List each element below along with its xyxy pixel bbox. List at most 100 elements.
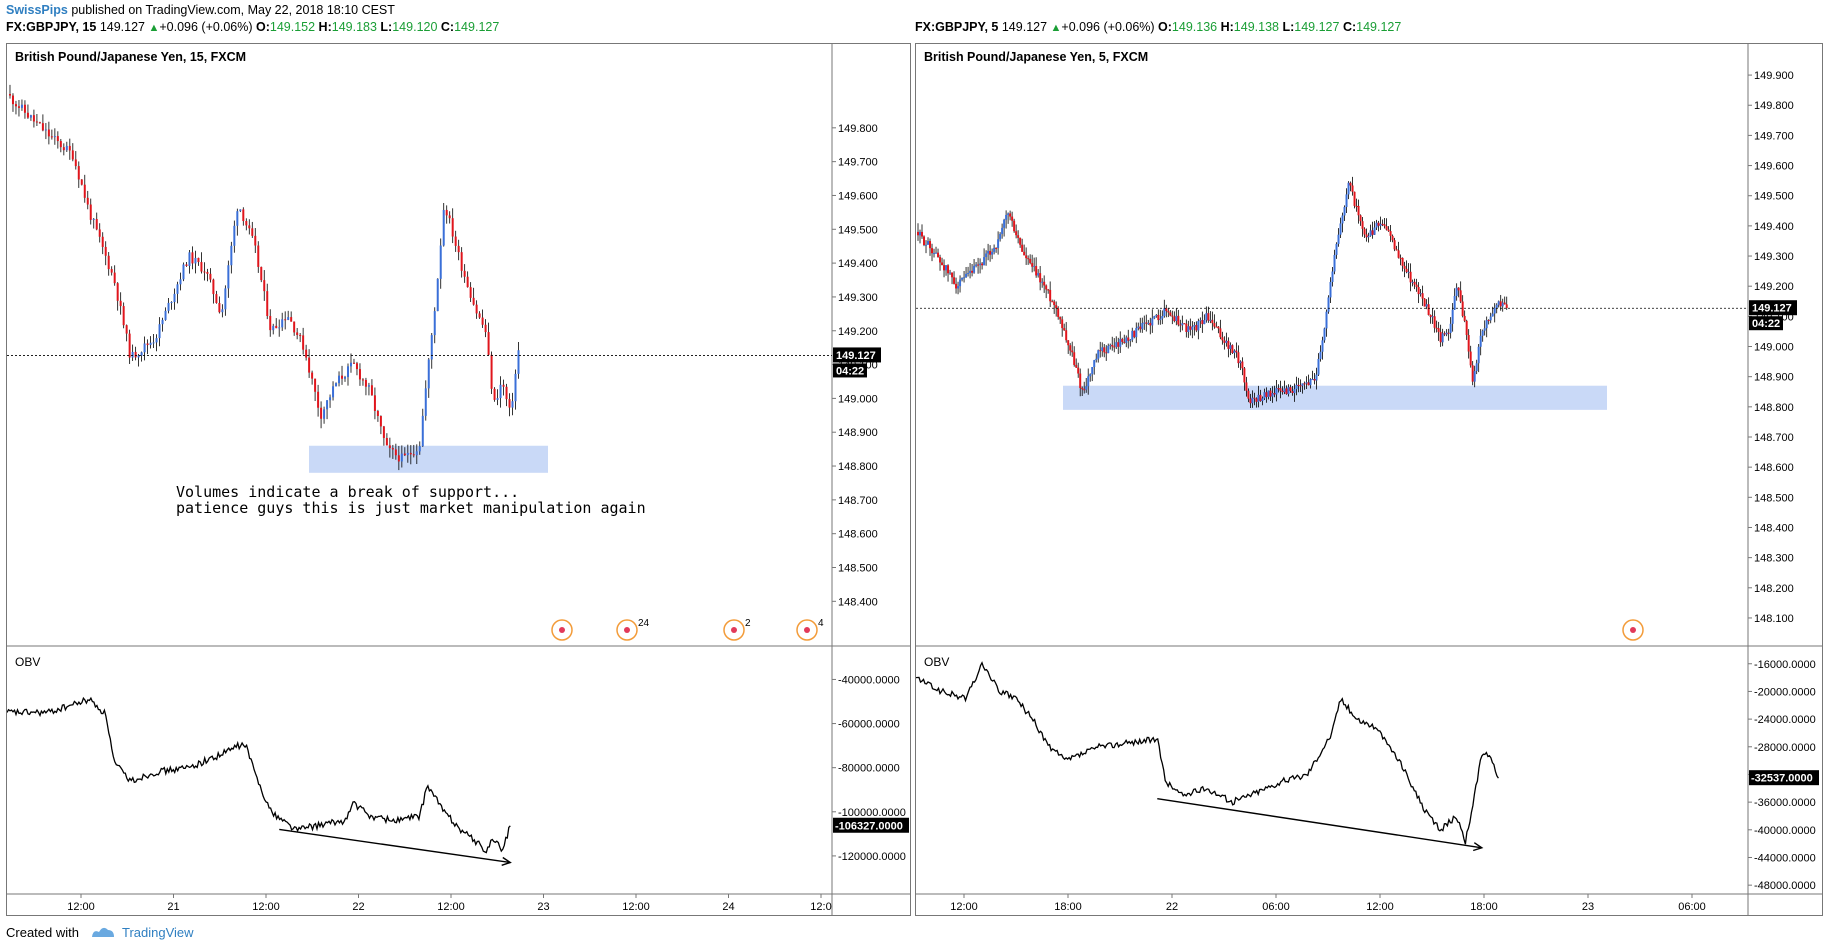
- candle-body: [1299, 385, 1302, 387]
- left-chart-svg[interactable]: British Pound/Japanese Yen, 15, FXCM OBV…: [7, 44, 910, 915]
- candle-body: [977, 264, 980, 266]
- candle-body: [1069, 345, 1072, 351]
- candle-body: [1159, 318, 1162, 321]
- publish-info: SwissPips published on TradingView.com, …: [6, 3, 395, 17]
- candle-body: [1457, 287, 1460, 291]
- candle-body: [1439, 331, 1442, 343]
- time-tick-label: 12:00: [950, 901, 978, 913]
- candle-body: [361, 379, 364, 381]
- price-tick-label: 148.200: [1754, 583, 1794, 595]
- left-chart-panel[interactable]: British Pound/Japanese Yen, 15, FXCM OBV…: [6, 43, 911, 916]
- candle-body: [1325, 311, 1328, 329]
- candle-body: [1415, 284, 1418, 287]
- candle-body: [1445, 332, 1448, 335]
- published-text: published on TradingView.com, May 22, 20…: [71, 3, 395, 17]
- price-tick-label: 148.600: [1754, 462, 1794, 474]
- obv-tick-label: -60000.0000: [838, 719, 900, 731]
- candle-body: [469, 287, 472, 298]
- candle-body: [38, 122, 41, 124]
- candle-body: [11, 95, 14, 105]
- candle-body: [1063, 328, 1066, 331]
- price-tick-label: 149.900: [1754, 70, 1794, 82]
- candle-body: [1187, 326, 1190, 332]
- right-chart-panel[interactable]: British Pound/Japanese Yen, 5, FXCM OBV …: [915, 43, 1823, 916]
- candle-body: [1357, 205, 1360, 216]
- candle-body: [1075, 364, 1078, 368]
- candle-body: [991, 251, 994, 255]
- candle-body: [206, 271, 209, 274]
- price-tick-label: 149.200: [838, 326, 878, 338]
- candle-body: [1331, 271, 1334, 282]
- candle-body: [1215, 326, 1218, 328]
- candle-body: [424, 388, 427, 416]
- candle-body: [326, 400, 329, 410]
- candle-body: [1111, 344, 1114, 347]
- candle-body: [1029, 258, 1032, 264]
- candle-body: [931, 248, 934, 254]
- created-with-text: Created with: [6, 925, 79, 940]
- candle-body: [1363, 228, 1366, 235]
- candle-body: [989, 250, 992, 255]
- candle-body: [385, 437, 388, 446]
- author-link[interactable]: SwissPips: [6, 3, 68, 17]
- right-chart-svg[interactable]: British Pound/Japanese Yen, 5, FXCM OBV …: [916, 44, 1822, 915]
- candle-body: [1501, 302, 1504, 307]
- candle-body: [1403, 265, 1406, 269]
- candle-body: [1485, 319, 1488, 329]
- candle-body: [466, 276, 469, 288]
- candle-body: [1019, 237, 1022, 245]
- candle-body: [1307, 382, 1310, 386]
- candle-body: [1495, 304, 1498, 308]
- candle-body: [1035, 266, 1038, 276]
- left-price: 149.127: [99, 20, 145, 34]
- annotation-line-2[interactable]: patience guys this is just market manipu…: [176, 499, 646, 517]
- candle-body: [1285, 388, 1288, 395]
- candle-body: [1481, 330, 1484, 336]
- candle-body: [1083, 389, 1086, 391]
- candle-body: [1373, 227, 1376, 235]
- price-tick-label: 148.700: [1754, 432, 1794, 444]
- candle-body: [275, 325, 278, 329]
- candle-body: [134, 351, 137, 358]
- candle-body: [1257, 394, 1260, 402]
- price-tick-label: 149.400: [1754, 221, 1794, 233]
- candle-body: [1433, 316, 1436, 328]
- annotation-line-1[interactable]: Volumes indicate a break of support...: [176, 483, 519, 501]
- countdown-bg: [1749, 316, 1783, 331]
- candle-body: [1033, 266, 1036, 268]
- candle-body: [98, 229, 101, 237]
- price-tick-label: 149.000: [1754, 342, 1794, 354]
- candle-body: [1463, 315, 1466, 321]
- left-change: +0.096 (+0.06%): [159, 20, 253, 34]
- candle-body: [44, 129, 47, 131]
- candle-body: [335, 383, 338, 387]
- candle-body: [1483, 328, 1486, 331]
- candle-body: [1295, 384, 1298, 390]
- tradingview-link[interactable]: TradingView: [122, 925, 194, 940]
- candle-body: [1251, 397, 1254, 404]
- candle-body: [1177, 315, 1180, 325]
- candle-body: [1113, 346, 1116, 348]
- candle-body: [394, 449, 397, 456]
- candle-body: [1219, 328, 1222, 338]
- candle-body: [947, 265, 950, 274]
- candle-body: [1235, 350, 1238, 353]
- price-tick-label: 148.400: [838, 596, 878, 608]
- candle-body: [1455, 287, 1458, 296]
- candle-body: [1475, 363, 1478, 372]
- divergence-arrowhead: [1472, 842, 1484, 852]
- time-tick-label: 18:00: [1470, 901, 1498, 913]
- candle-body: [1023, 251, 1026, 256]
- candle-body: [1221, 337, 1224, 341]
- candle-body: [1353, 191, 1356, 206]
- candle-body: [1289, 387, 1292, 392]
- high-label: H:: [1220, 20, 1234, 34]
- left-symbol-line: FX:GBPJPY, 15 149.127 ▲+0.096 (+0.06%) O…: [6, 20, 499, 34]
- candle-body: [1417, 286, 1420, 295]
- candle-body: [1097, 350, 1100, 359]
- candle-body: [329, 397, 332, 401]
- candle-body: [1389, 231, 1392, 236]
- candle-body: [1361, 221, 1364, 229]
- obv-tick-label: -36000.0000: [1754, 797, 1816, 809]
- time-tick-label: 22: [352, 901, 364, 913]
